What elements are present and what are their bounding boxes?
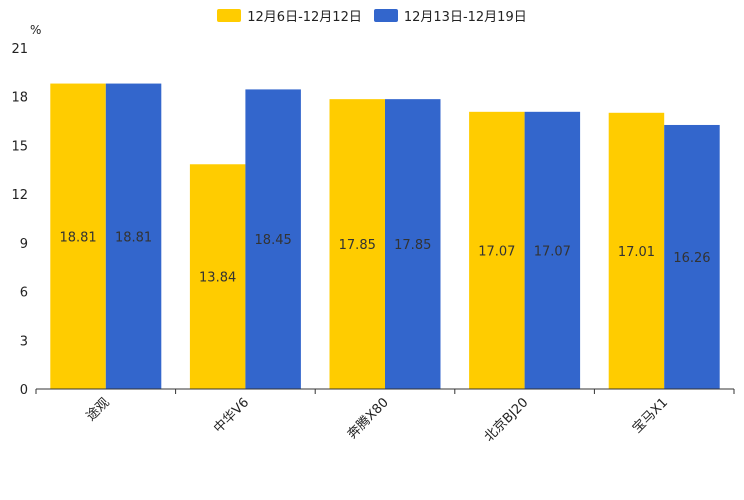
value-labels: 18.81 18.81 13.84 18.45 17.85 17.85 17.07 17.07…: [59, 230, 710, 285]
y-tick-label: 18: [11, 91, 28, 106]
bar-series-2: [524, 111, 581, 390]
legend-swatch-series-2: [373, 9, 398, 22]
bar-value-label: 18.81: [115, 230, 152, 245]
bar-series-1: [608, 112, 665, 389]
bar-series-1: [50, 83, 106, 389]
bars: [50, 83, 720, 390]
y-tick-label: 9: [20, 237, 28, 252]
y-axis-ticks: 0 3 6 9 12 15 18 21: [11, 42, 28, 398]
bar-series-1: [189, 164, 246, 389]
bar-value-label: 17.07: [478, 244, 515, 259]
legend-item-series-2[interactable]: 12月13日-12月19日: [373, 6, 527, 25]
legend-item-series-1[interactable]: 12月6日-12月12日: [217, 6, 362, 25]
bar-series-1: [329, 99, 385, 390]
legend-label-series-2: 12月13日-12月19日: [403, 10, 527, 25]
bar-value-label: 17.85: [394, 238, 431, 253]
bar-series-2: [105, 83, 162, 389]
bar-series-2: [664, 124, 720, 390]
y-tick-label: 0: [20, 383, 28, 398]
y-tick-label: 6: [20, 286, 28, 301]
bar-value-label: 17.07: [534, 244, 571, 259]
y-tick-label: 15: [11, 139, 28, 154]
y-tick-label: 3: [20, 334, 28, 349]
bar-value-label: 13.84: [199, 271, 236, 286]
legend-swatch-series-1: [217, 9, 242, 22]
x-tick-label: 北京BJ20: [482, 395, 532, 445]
bar-value-label: 18.81: [59, 230, 96, 245]
y-tick-label: 12: [11, 188, 28, 203]
bar-value-label: 17.85: [339, 238, 376, 253]
bar-value-label: 18.45: [255, 233, 292, 248]
bar-series-2: [385, 99, 441, 390]
x-tick-label: 宝马X1: [630, 395, 671, 436]
bar-series-1: [469, 111, 525, 390]
bar-value-label: 17.01: [618, 245, 655, 260]
legend: 12月6日-12月12日 12月13日-12月19日: [0, 6, 744, 25]
legend-label-series-1: 12月6日-12月12日: [247, 10, 362, 25]
x-axis: 途观 中华V6 奔腾X80 北京BJ20 宝马X1: [35, 388, 735, 445]
y-axis-unit-label: %: [30, 23, 41, 37]
bar-series-2: [245, 89, 301, 390]
bar-value-label: 16.26: [673, 251, 710, 266]
x-tick-label: 奔腾X80: [344, 395, 392, 443]
x-tick-label: 中华V6: [211, 395, 252, 436]
y-tick-label: 21: [11, 42, 28, 57]
x-tick-label: 途观: [83, 395, 113, 425]
